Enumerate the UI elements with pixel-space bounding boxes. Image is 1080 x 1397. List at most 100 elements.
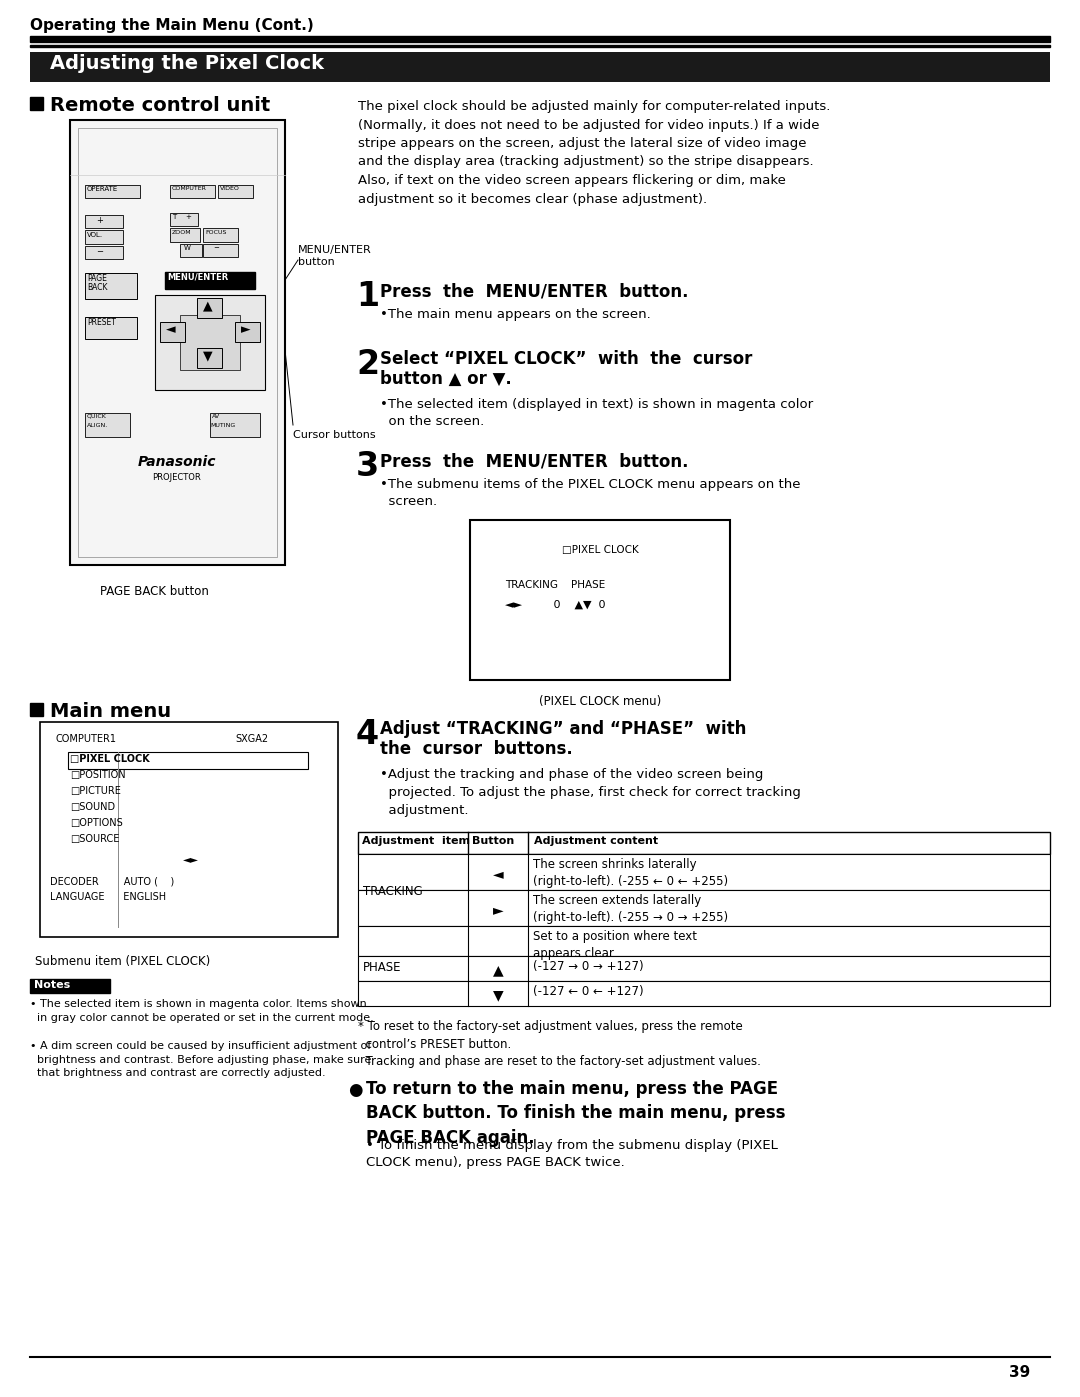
Text: PHASE: PHASE [363, 961, 402, 974]
Bar [170, 212, 198, 226]
Text: Select “PIXEL CLOCK”  with  the  cursor: Select “PIXEL CLOCK” with the cursor [380, 351, 753, 367]
Text: MENU/ENTER: MENU/ENTER [167, 272, 228, 282]
Text: 3: 3 [356, 450, 379, 483]
Text: The pixel clock should be adjusted mainly for computer-related inputs.
(Normally: The pixel clock should be adjusted mainl… [357, 101, 831, 205]
Text: Set to a position where text
appears clear.: Set to a position where text appears cle… [534, 930, 697, 960]
Text: OPERATE: OPERATE [87, 186, 118, 191]
Text: □SOURCE: □SOURCE [70, 834, 120, 844]
Text: Submenu item (PIXEL CLOCK): Submenu item (PIXEL CLOCK) [35, 956, 211, 968]
Text: TRACKING: TRACKING [363, 886, 422, 898]
Text: Adjust “TRACKING” and “PHASE”  with: Adjust “TRACKING” and “PHASE” with [380, 719, 746, 738]
Bar [68, 752, 308, 768]
Text: ◄►         0    ▲▼  0: ◄► 0 ▲▼ 0 [505, 599, 606, 610]
Text: (PIXEL CLOCK menu): (PIXEL CLOCK menu) [539, 694, 661, 708]
Text: □OPTIONS: □OPTIONS [70, 819, 123, 828]
Text: Cursor buttons: Cursor buttons [293, 430, 376, 440]
Text: •The selected item (displayed in text) is shown in magenta color
  on the screen: •The selected item (displayed in text) i… [380, 398, 813, 427]
Text: ▲: ▲ [492, 963, 503, 977]
Text: The screen shrinks laterally
(right-to-left). (-255 ← 0 ← +255): The screen shrinks laterally (right-to-l… [534, 858, 728, 888]
Bar [30, 703, 43, 717]
Text: VOL.: VOL. [87, 232, 103, 237]
Text: VIDEO: VIDEO [220, 186, 240, 191]
Bar [85, 317, 137, 339]
Text: 1: 1 [356, 279, 379, 313]
Text: MENU/ENTER
button: MENU/ENTER button [298, 244, 372, 267]
Text: □POSITION: □POSITION [70, 770, 125, 780]
Text: COMPUTER: COMPUTER [172, 186, 207, 191]
Bar [85, 215, 123, 228]
Text: ►: ► [241, 323, 251, 337]
Bar [156, 295, 265, 390]
Text: □PIXEL CLOCK: □PIXEL CLOCK [562, 545, 638, 555]
Bar [170, 228, 200, 242]
Text: ◄►: ◄► [183, 854, 199, 863]
Text: 4: 4 [356, 718, 379, 752]
Bar [197, 348, 222, 367]
Text: Remote control unit: Remote control unit [50, 96, 270, 115]
Bar [160, 321, 185, 342]
Bar [357, 926, 1050, 956]
Text: ▼: ▼ [203, 349, 213, 362]
Text: SXGA2: SXGA2 [235, 733, 268, 745]
Text: ▼: ▼ [492, 988, 503, 1002]
Bar [30, 52, 1050, 82]
Text: W: W [184, 244, 191, 251]
Text: Panasonic: Panasonic [138, 455, 216, 469]
Text: +: + [185, 214, 191, 219]
Bar [357, 854, 1050, 890]
Text: • To finish the menu display from the submenu display (PIXEL
CLOCK menu), press : • To finish the menu display from the su… [366, 1139, 778, 1169]
Text: (-127 ← 0 ← +127): (-127 ← 0 ← +127) [534, 985, 644, 997]
Text: ALIGN.: ALIGN. [87, 423, 108, 427]
Bar [203, 228, 238, 242]
Text: Adjusting the Pixel Clock: Adjusting the Pixel Clock [50, 54, 324, 73]
Text: Notes: Notes [33, 981, 70, 990]
Text: FOCUS: FOCUS [205, 231, 227, 235]
Text: ▲: ▲ [203, 299, 213, 312]
Bar [78, 129, 276, 557]
Bar [70, 120, 285, 564]
Text: TRACKING    PHASE: TRACKING PHASE [505, 580, 605, 590]
Text: ◄: ◄ [166, 323, 176, 337]
Bar [85, 231, 123, 244]
Bar [210, 414, 260, 437]
Text: * To reset to the factory-set adjustment values, press the remote
  control’s PR: * To reset to the factory-set adjustment… [357, 1020, 761, 1067]
Text: PROJECTOR: PROJECTOR [152, 474, 201, 482]
Bar [30, 45, 1050, 47]
Text: 2: 2 [356, 348, 379, 381]
Bar [180, 244, 202, 257]
Text: button ▲ or ▼.: button ▲ or ▼. [380, 370, 512, 388]
Text: −: − [213, 244, 219, 251]
Text: QUICK: QUICK [87, 414, 107, 419]
Bar [85, 184, 140, 198]
Text: Main menu: Main menu [50, 703, 171, 721]
Text: •The main menu appears on the screen.: •The main menu appears on the screen. [380, 307, 651, 321]
Bar [357, 956, 1050, 981]
Text: T: T [172, 214, 176, 219]
Text: □PICTURE: □PICTURE [70, 787, 121, 796]
Text: Adjustment  item: Adjustment item [362, 835, 470, 847]
Text: MUTING: MUTING [210, 423, 235, 427]
Text: Adjustment content: Adjustment content [534, 835, 658, 847]
Bar [85, 272, 137, 299]
Bar [180, 314, 240, 370]
Text: COMPUTER1: COMPUTER1 [55, 733, 116, 745]
Text: PAGE BACK button: PAGE BACK button [100, 585, 208, 598]
Text: AV: AV [212, 414, 220, 419]
Text: • A dim screen could be caused by insufficient adjustment of
  brightness and co: • A dim screen could be caused by insuff… [30, 1041, 372, 1078]
Bar [218, 184, 253, 198]
Bar [357, 833, 1050, 854]
Text: the  cursor  buttons.: the cursor buttons. [380, 740, 572, 759]
Bar [30, 96, 43, 110]
Text: BACK: BACK [87, 284, 108, 292]
Text: PRESET: PRESET [87, 319, 116, 327]
Text: ZOOM: ZOOM [172, 231, 191, 235]
Bar [85, 246, 123, 258]
Bar [235, 321, 260, 342]
Text: To return to the main menu, press the PAGE
BACK button. To finish the main menu,: To return to the main menu, press the PA… [366, 1080, 785, 1147]
Text: Operating the Main Menu (Cont.): Operating the Main Menu (Cont.) [30, 18, 314, 34]
Bar [40, 722, 338, 937]
Text: ►: ► [492, 902, 503, 916]
Text: □SOUND: □SOUND [70, 802, 116, 812]
Text: The screen extends laterally
(right-to-left). (-255 → 0 → +255): The screen extends laterally (right-to-l… [534, 894, 728, 923]
Bar [203, 244, 238, 257]
